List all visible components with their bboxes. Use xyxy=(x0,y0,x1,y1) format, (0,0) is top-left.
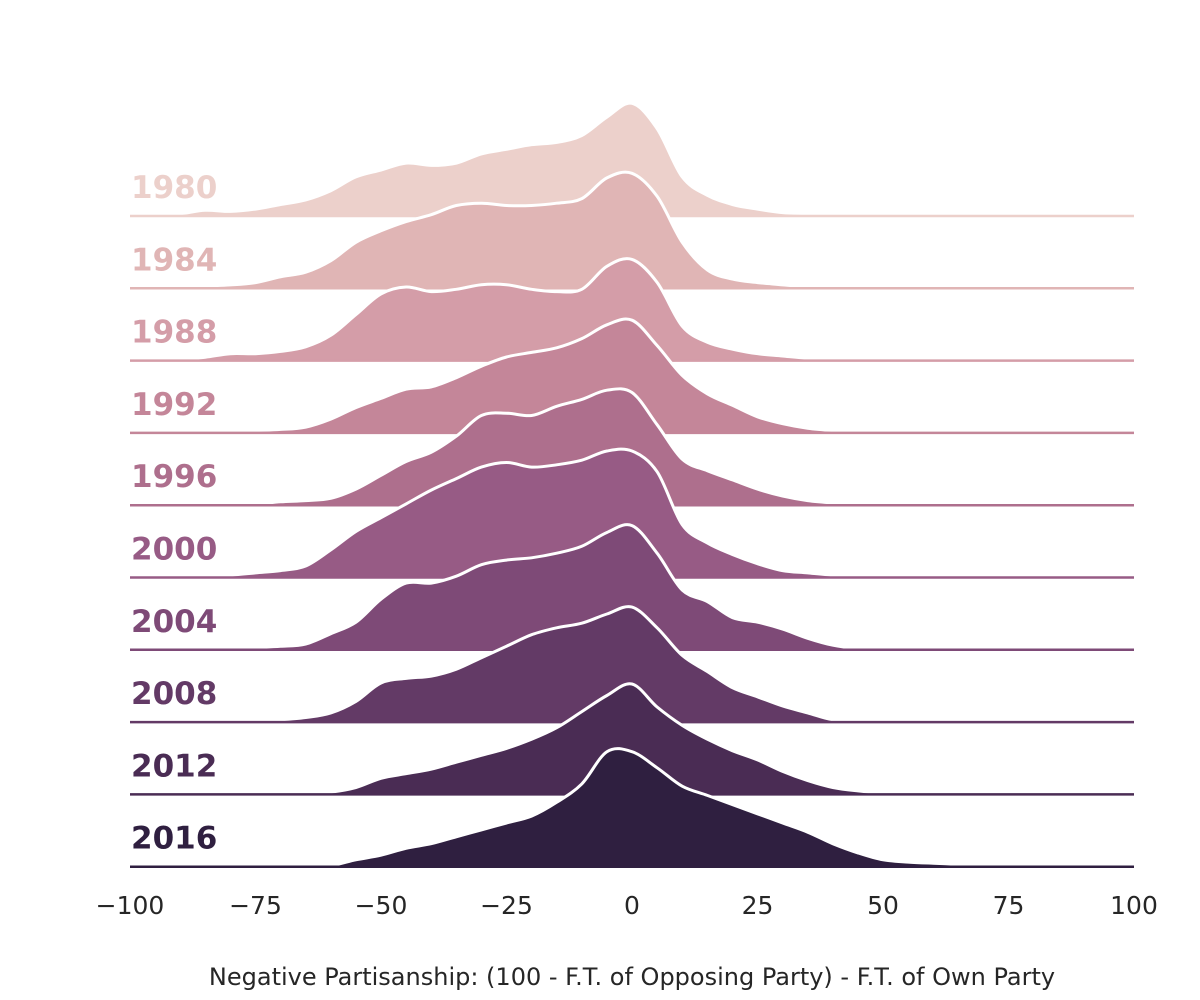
ridge-area-2008 xyxy=(130,606,1134,723)
ridge-area-1980 xyxy=(130,103,1134,217)
x-tick-label: 0 xyxy=(624,891,640,920)
year-label-2000: 2000 xyxy=(131,532,217,568)
year-label-2016: 2016 xyxy=(131,821,217,857)
year-label-1980: 1980 xyxy=(131,170,217,206)
year-label-1988: 1988 xyxy=(131,315,217,351)
year-label-1996: 1996 xyxy=(131,459,217,495)
ridge-2008: 2008 xyxy=(130,605,1134,724)
x-axis-label: Negative Partisanship: (100 - F.T. of Op… xyxy=(209,963,1055,991)
ridge-area-2012 xyxy=(130,683,1134,795)
x-tick-label: 75 xyxy=(993,891,1025,920)
x-tick-label: 100 xyxy=(1110,891,1158,920)
x-tick-label: −50 xyxy=(355,891,408,920)
ridge-area-1992 xyxy=(130,319,1134,433)
ridge-area-2000 xyxy=(130,449,1134,578)
year-label-2004: 2004 xyxy=(131,604,217,640)
x-tick-label: −75 xyxy=(229,891,282,920)
ridge-area-1988 xyxy=(130,258,1134,361)
ridge-area-2004 xyxy=(130,524,1134,650)
year-label-2012: 2012 xyxy=(131,748,217,784)
x-tick-label: 50 xyxy=(867,891,899,920)
ridge-1992: 1992 xyxy=(129,317,1134,435)
x-axis: −100 −75 −50 −25 0 25 50 75 100 xyxy=(96,891,1158,920)
ridge-area-2016 xyxy=(130,748,1134,867)
ridge-2016: 2016 xyxy=(130,747,1134,869)
x-tick-label: 25 xyxy=(742,891,774,920)
ridges: 1980 1984 1988 1992 1996 2000 2004 2008 2012 2016 xyxy=(129,101,1134,869)
ridge-area-1984 xyxy=(130,172,1134,289)
year-label-1984: 1984 xyxy=(131,242,217,278)
x-tick-label: −100 xyxy=(96,891,165,920)
year-label-1992: 1992 xyxy=(131,387,217,423)
year-label-2008: 2008 xyxy=(131,676,217,712)
x-tick-label: −25 xyxy=(480,891,533,920)
ridge-2004: 2004 xyxy=(130,523,1134,652)
